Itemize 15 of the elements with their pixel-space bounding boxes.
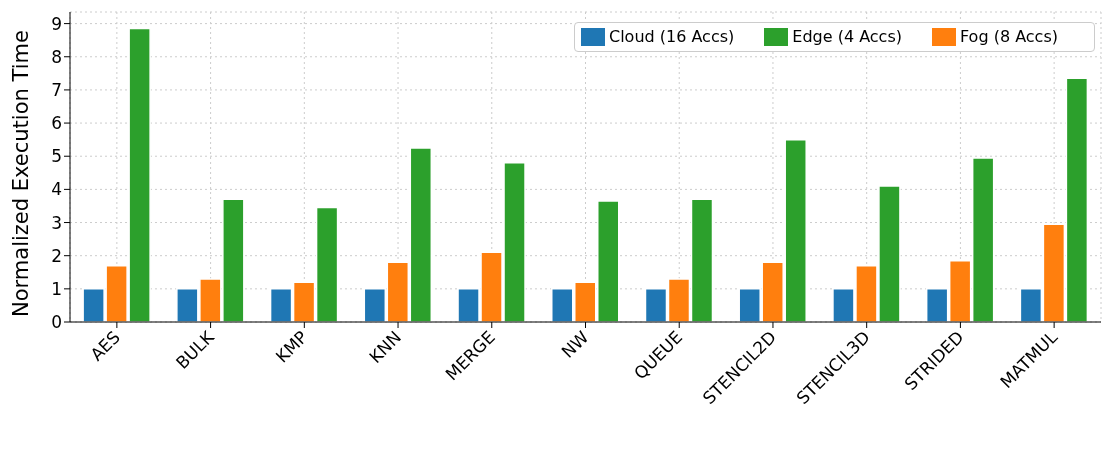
y-axis-title: Normalized Execution Time (9, 30, 34, 317)
y-tick-label: 0 (51, 312, 62, 333)
y-tick-label: 2 (51, 245, 62, 266)
y-tick-label: 7 (51, 79, 62, 100)
y-tick-label: 4 (51, 179, 62, 200)
y-tick-label: 9 (51, 13, 62, 34)
y-tick-label: 8 (51, 46, 62, 67)
legend-label: Fog (8 Accs) (959, 26, 1058, 46)
legend-label: Edge (4 Accs) (792, 26, 902, 46)
y-tick-label: 1 (51, 278, 62, 299)
y-tick-label: 6 (51, 113, 62, 134)
x-tick-label: NW (557, 326, 593, 362)
y-tick-label: 3 (51, 212, 62, 233)
y-tick-label: 5 (51, 146, 62, 167)
legend-label: Cloud (16 Accs) (608, 26, 735, 46)
